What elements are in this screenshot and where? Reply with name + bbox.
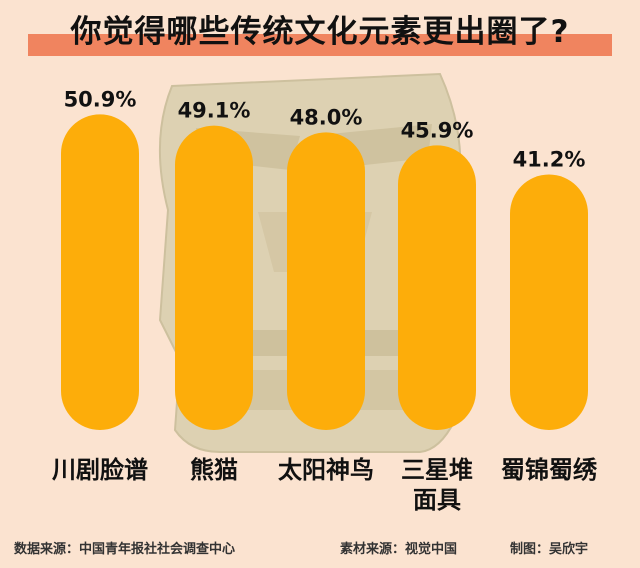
bar-3: [287, 132, 365, 430]
footer: 数据来源：中国青年报社社会调查中心 素材来源：视觉中国 制图：吴欣宇: [14, 538, 634, 558]
bar-2: [175, 125, 253, 430]
category-label-3: 太阳神鸟: [278, 456, 374, 484]
category-label-4-line-2: 面具: [413, 486, 461, 514]
category-label-1: 川剧脸谱: [52, 456, 148, 484]
value-label-2: 49.1%: [178, 99, 251, 123]
category-label-5: 蜀锦蜀绣: [501, 456, 598, 484]
bar-1: [61, 114, 139, 431]
bars-group: [61, 114, 588, 431]
value-label-4: 45.9%: [401, 118, 474, 142]
value-label-1: 50.9%: [64, 87, 137, 111]
category-label-4-line-1: 三星堆: [401, 456, 473, 484]
value-labels-group: 50.9% 49.1% 48.0% 45.9% 41.2%: [64, 87, 586, 171]
title-highlight-band: [28, 34, 612, 56]
data-source-note: 数据来源：中国青年报社社会调查中心: [14, 542, 236, 557]
category-label-2: 熊猫: [190, 456, 238, 484]
material-source-note: 素材来源：视觉中国: [340, 542, 458, 557]
value-label-3: 48.0%: [290, 105, 363, 129]
bar-4: [398, 145, 476, 431]
author-credit: 制图：吴欣宇: [510, 542, 589, 557]
bar-5: [510, 174, 588, 430]
value-label-5: 41.2%: [513, 148, 586, 172]
page-title: 你觉得哪些传统文化元素更出圈了?: [70, 14, 570, 50]
